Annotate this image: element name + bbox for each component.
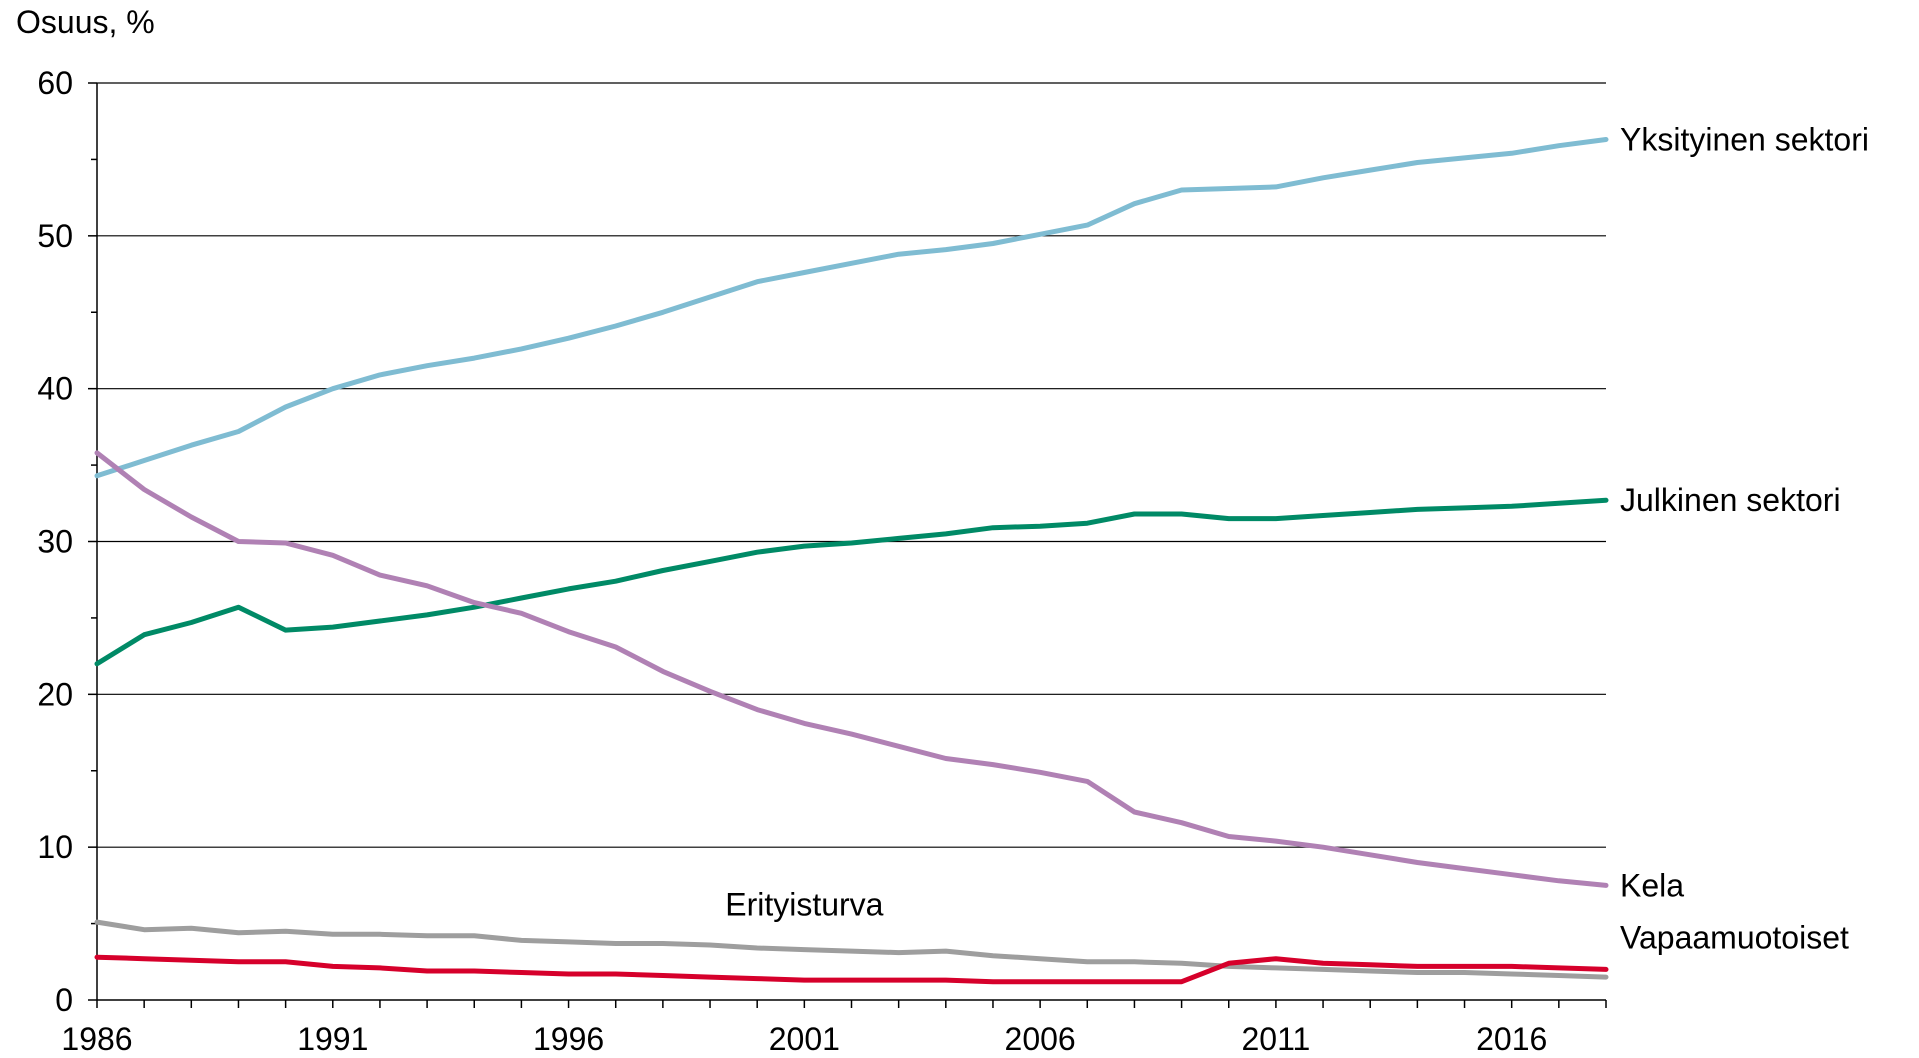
x-tick-label: 2016 [1476, 1021, 1547, 1057]
y-tick-label: 30 [37, 524, 73, 560]
series-label-julkinen-sektori: Julkinen sektori [1620, 482, 1841, 518]
series-labels: Yksityinen sektori Julkinen sektori Kela Er… [725, 122, 1869, 956]
series-line-vapaamuotoiset [94, 954, 1609, 985]
y-tick-label: 50 [37, 218, 73, 254]
series-label-yksityinen-sektori: Yksityinen sektori [1620, 122, 1869, 158]
series-line-yksityinen-sektori [94, 137, 1609, 479]
x-tick-label: 2006 [1005, 1021, 1076, 1057]
axes: 0 10 20 30 40 50 60 1986 1991 1996 2001 2006 2011 201… [37, 65, 1607, 1057]
x-tick-label: 1991 [297, 1021, 368, 1057]
x-tick-label: 1996 [533, 1021, 604, 1057]
x-tick-label: 2011 [1242, 1021, 1311, 1057]
series-line-julkinen-sektori [94, 497, 1609, 667]
series-lines [94, 137, 1609, 985]
x-tick-label: 1986 [61, 1021, 132, 1057]
series-line-kela [94, 450, 1609, 888]
y-tick-label: 0 [55, 982, 73, 1018]
y-tick-label: 40 [37, 371, 73, 407]
y-tick-label: 10 [37, 829, 73, 865]
series-label-kela: Kela [1620, 867, 1684, 903]
x-tick-label: 2001 [769, 1021, 840, 1057]
y-axis-title: Osuus, % [16, 4, 155, 40]
series-line-erityisturva [94, 919, 1609, 980]
series-label-erityisturva: Erityisturva [725, 887, 883, 923]
series-label-vapaamuotoiset: Vapaamuotoiset [1620, 919, 1849, 955]
y-tick-label: 20 [37, 676, 73, 712]
y-tick-label: 60 [37, 65, 73, 101]
